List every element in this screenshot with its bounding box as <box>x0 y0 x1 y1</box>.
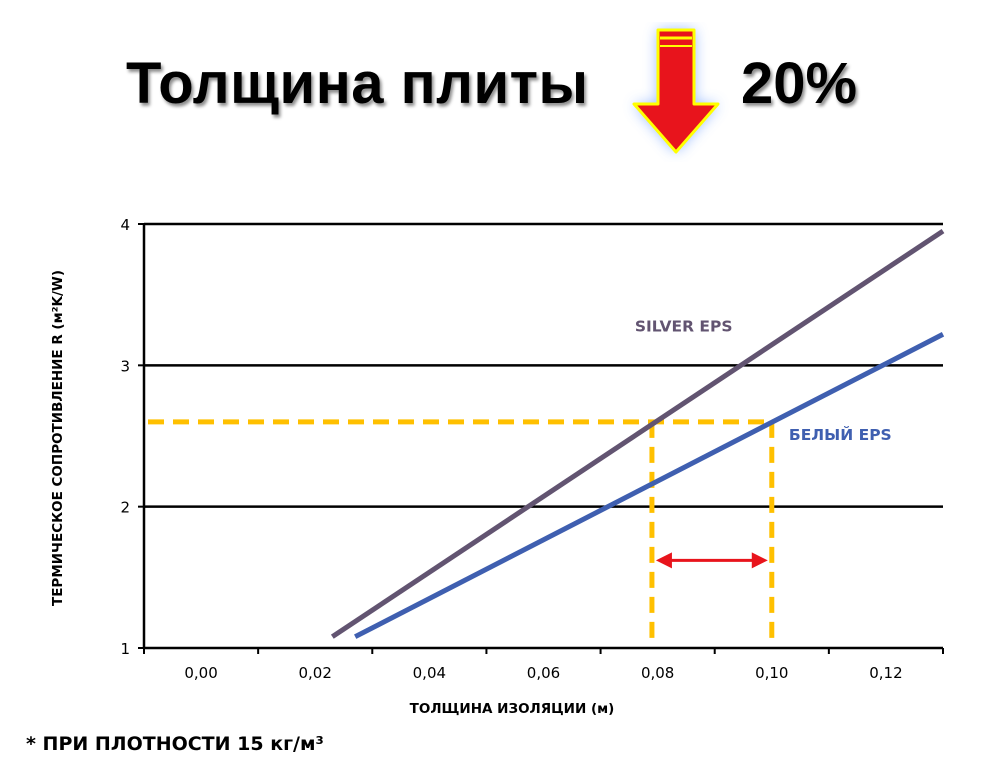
y-axis-label: ТЕРМИЧЕСКОЕ СОПРОТИВЛЕНИЕ R (м²K/W) <box>50 270 66 606</box>
series-line-silver-eps <box>330 228 945 639</box>
series-line-white-eps <box>354 332 945 639</box>
y-tick-label: 2 <box>120 499 130 517</box>
x-tick-label: 0,02 <box>299 664 332 682</box>
reduction-percent: 20% <box>741 51 858 116</box>
y-tick-label: 4 <box>120 216 130 234</box>
down-arrow-icon <box>632 28 720 154</box>
series-label: БЕЛЫЙ EPS <box>789 425 892 444</box>
series-label: SILVER EPS <box>635 317 733 335</box>
x-axis-label: ТОЛЩИНА ИЗОЛЯЦИИ (м) <box>410 701 615 717</box>
x-tick-label: 0,00 <box>184 664 217 682</box>
arrow-head-left <box>655 552 672 569</box>
x-tick-label: 0,04 <box>413 664 446 682</box>
x-tick-label: 0,08 <box>641 664 674 682</box>
x-tick-label: 0,10 <box>755 664 788 682</box>
y-tick-label: 1 <box>120 640 130 658</box>
x-tick-label: 0,06 <box>527 664 560 682</box>
y-tick-label: 3 <box>120 357 130 375</box>
density-footnote: * ПРИ ПЛОТНОСТИ 15 кг/м³ <box>26 733 324 755</box>
x-tick-label: 0,12 <box>869 664 902 682</box>
page-title: Толщина плиты <box>126 51 589 116</box>
arrow-head-right <box>751 552 768 569</box>
